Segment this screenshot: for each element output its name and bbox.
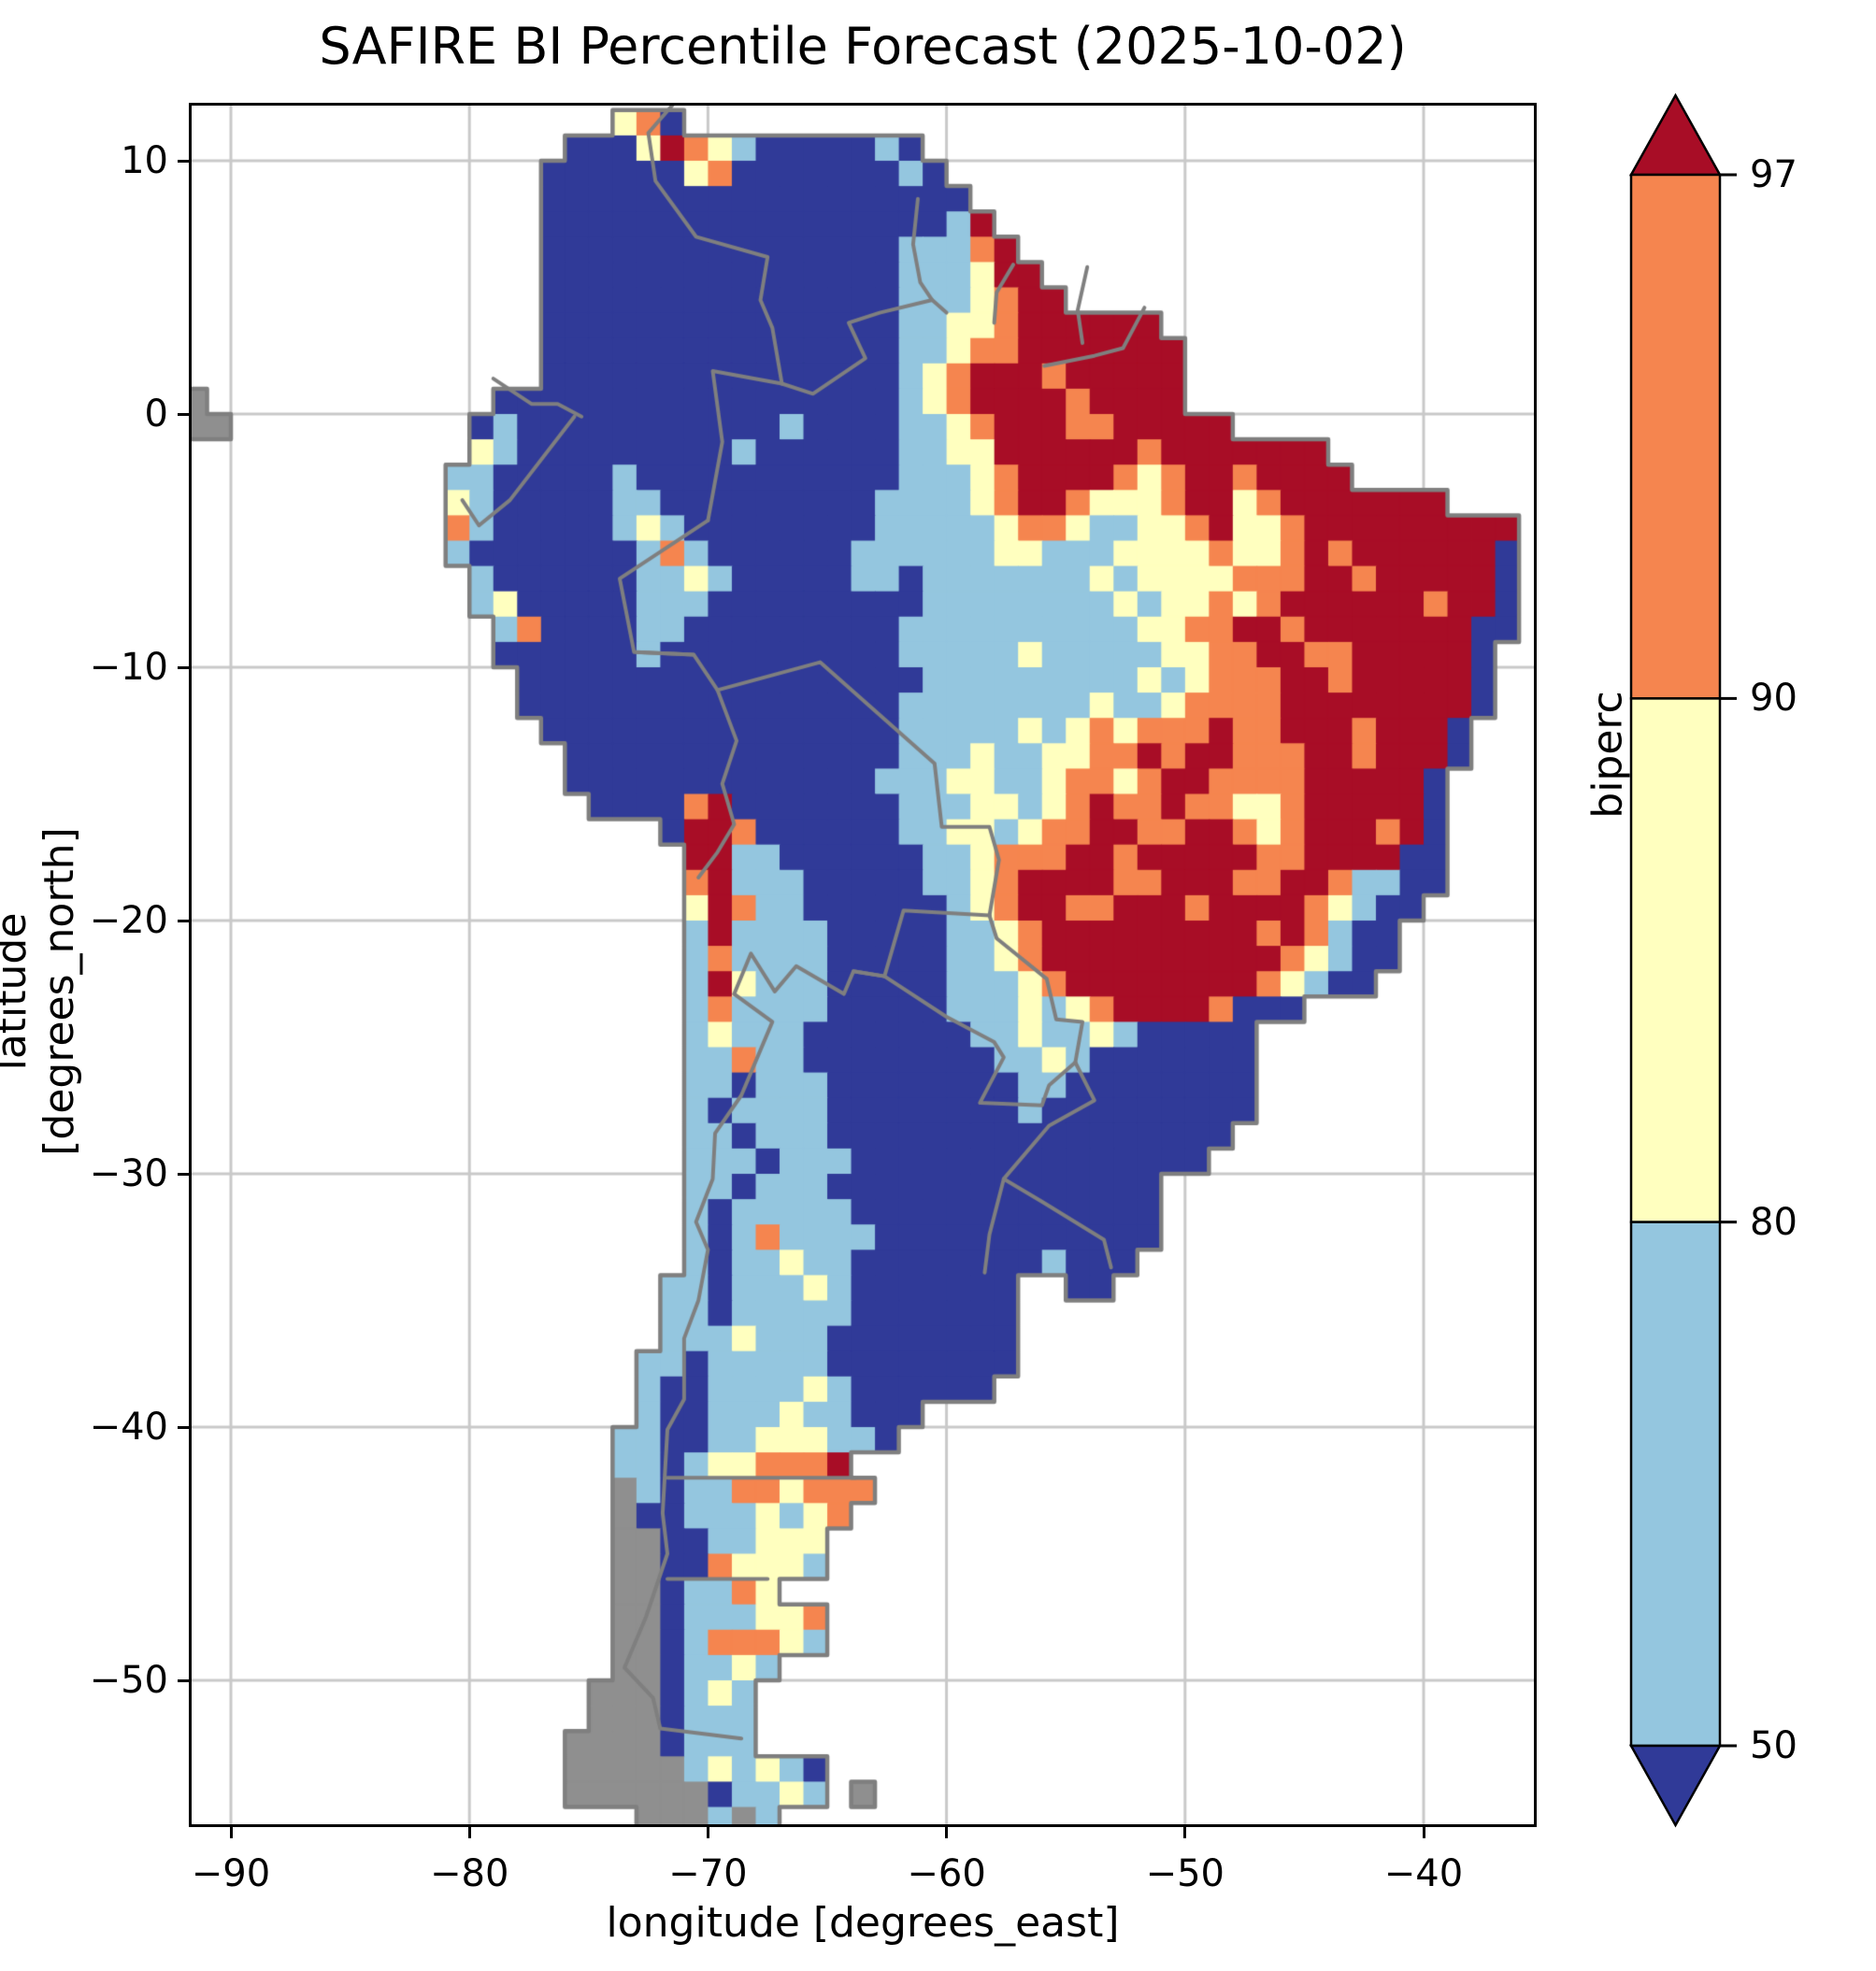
y-tick-mark <box>178 412 192 416</box>
colorbar-tick-label: 80 <box>1750 1200 1797 1244</box>
y-tick-label: −20 <box>89 899 168 942</box>
x-tick-mark <box>1422 1824 1425 1838</box>
y-tick-label: −30 <box>89 1152 168 1195</box>
x-tick-mark <box>1183 1824 1187 1838</box>
x-tick-label: −40 <box>1383 1852 1464 1895</box>
x-tick-label: −60 <box>907 1852 986 1895</box>
colorbar-label: biperc <box>1583 691 1632 819</box>
x-tick-mark <box>229 1824 233 1838</box>
y-tick-label: −10 <box>89 646 168 689</box>
page-title: SAFIRE BI Percentile Forecast (2025-10-0… <box>319 17 1407 76</box>
y-tick-label: −40 <box>89 1406 168 1449</box>
colorbar-tick-label: 90 <box>1750 677 1797 721</box>
south-america-raster-map <box>192 106 1534 1824</box>
x-tick-mark <box>467 1824 471 1838</box>
x-tick-label: −80 <box>429 1852 509 1895</box>
y-tick-mark <box>178 919 192 922</box>
x-tick-label: −70 <box>668 1852 748 1895</box>
x-tick-mark <box>945 1824 949 1838</box>
x-tick-label: −90 <box>191 1852 271 1895</box>
y-tick-label: 10 <box>121 139 168 182</box>
x-tick-label: −50 <box>1145 1852 1225 1895</box>
y-tick-mark <box>178 1425 192 1429</box>
colorbar-tick-label: 97 <box>1750 153 1797 196</box>
y-tick-mark <box>178 1678 192 1682</box>
colorbar <box>1628 93 1737 1828</box>
y-tick-mark <box>178 159 192 163</box>
x-axis-label: longitude [degrees_east] <box>606 1899 1120 1947</box>
x-tick-mark <box>706 1824 709 1838</box>
y-tick-label: 0 <box>144 393 168 436</box>
y-axis-label: latitude [degrees_north] <box>0 827 83 1156</box>
map-plot-area <box>189 103 1537 1827</box>
colorbar-tick-label: 50 <box>1750 1724 1797 1767</box>
y-tick-label: −50 <box>89 1659 168 1702</box>
y-tick-mark <box>178 1172 192 1176</box>
y-tick-mark <box>178 665 192 669</box>
